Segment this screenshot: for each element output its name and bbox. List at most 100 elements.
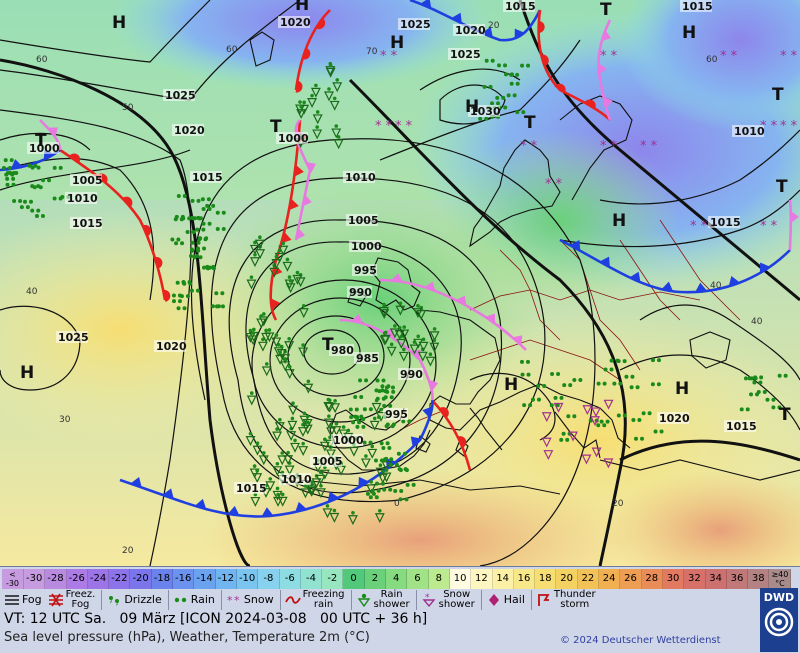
warm-front-semicircle [69, 153, 81, 163]
pressure-label: 985 [356, 352, 379, 365]
scale-cell: 30 [662, 569, 685, 589]
rain-shower-symbol [393, 324, 397, 328]
rain-shower-symbol [379, 407, 383, 412]
rain-symbol [616, 413, 621, 418]
scale-cell: -2 [322, 569, 344, 589]
rain-symbol [187, 216, 192, 221]
rain-symbol [195, 288, 200, 293]
snow-symbol: * * [380, 49, 398, 64]
rain-symbol [30, 208, 35, 213]
rain-symbol [206, 197, 211, 202]
snow-symbol: * * [600, 139, 618, 154]
rain-symbol [34, 214, 39, 219]
rain-symbol [179, 294, 184, 299]
rain-symbol [202, 246, 207, 251]
rain-symbol [588, 418, 593, 423]
drizzle-icon [109, 596, 120, 606]
rain-shower-symbol [293, 438, 297, 443]
temperature-label: 20 [122, 546, 134, 556]
pressure-label: 1000 [278, 132, 309, 145]
rain-symbol [201, 221, 206, 226]
rain-shower-symbol [287, 364, 292, 369]
snow-symbol: * * [780, 119, 798, 134]
rain-shower-symbol [272, 431, 283, 442]
temperature-labels: 60 60 50 70 60 40 30 20 40 20 0 20 40 [26, 21, 763, 556]
rain-symbol [36, 165, 41, 170]
scale-cell: 38 [748, 569, 770, 589]
low-pressure-center: T [35, 131, 47, 151]
rain-shower-symbol [246, 279, 257, 290]
rain-shower-symbol [284, 369, 295, 380]
rain-shower-symbol [261, 332, 272, 343]
rain-shower-symbol [418, 341, 429, 352]
scale-cell: 18 [535, 569, 557, 589]
rain-shower-symbol [277, 248, 282, 253]
rain-shower-symbol [306, 379, 311, 384]
rain-shower-symbol [333, 139, 344, 150]
cold-front-triangle [162, 488, 174, 499]
rain-symbol [525, 359, 530, 364]
legend-rain-shower: Rain shower [350, 590, 410, 610]
snow-shower-icon: * [422, 593, 436, 607]
rain-symbol [783, 373, 788, 378]
rain-symbol [605, 419, 610, 424]
rain-symbol [58, 165, 63, 170]
rain-shower-symbol [261, 451, 266, 455]
legend-rain: Rain [167, 590, 215, 610]
rain-shower-symbol [379, 335, 390, 346]
rain-symbol [374, 481, 379, 486]
rain-symbol [201, 206, 206, 211]
occlusion-east [379, 278, 527, 351]
rain-symbol [1, 165, 6, 170]
rain-symbol [379, 458, 384, 463]
rain-symbol [656, 382, 661, 387]
scale-cell: -14 [194, 569, 216, 589]
rain-symbol [380, 481, 385, 486]
cold-front-triangle [327, 491, 339, 503]
pressure-label: 1025 [165, 89, 196, 102]
rain-shower-symbol [379, 306, 389, 317]
rain-symbol [739, 407, 744, 412]
pressure-label-bg [234, 482, 266, 494]
rain-symbol [176, 194, 181, 199]
rain-symbol [387, 446, 392, 451]
pressure-label: 1025 [450, 48, 481, 61]
rain-symbol [171, 293, 176, 298]
rain-symbol [174, 241, 179, 246]
low-pressure-center: T [322, 335, 334, 355]
rain-symbol [220, 291, 225, 296]
rain-shower-symbol [369, 480, 373, 484]
rain-symbol [190, 198, 195, 203]
scale-cell: -16 [173, 569, 195, 589]
rain-symbol [641, 411, 646, 416]
rain-shower-symbol [287, 420, 298, 431]
rain-shower-symbol [276, 492, 280, 497]
rain-symbol [385, 441, 390, 446]
rain-shower-symbol [258, 235, 262, 240]
rain-symbol [509, 72, 514, 77]
rain-shower-symbol [336, 135, 341, 139]
thunderstorm-icon [537, 594, 550, 606]
pressure-label-bg [310, 455, 342, 467]
rain-shower-symbol [347, 515, 358, 526]
rain-symbol [388, 403, 393, 408]
rain-symbol [616, 359, 621, 364]
rain-symbol [175, 280, 180, 285]
rain-shower-symbol [332, 96, 337, 101]
rain-symbol [359, 394, 364, 399]
legend-panel: < -30 -30 -28 -26 -24 -22 -20 -18 -16 -14 -12 -10 -8… [0, 566, 800, 653]
rain-symbol [180, 241, 185, 246]
snow-symbol: * * [640, 139, 658, 154]
valid-time: VT: 12 UTC Sa. 09 März [ICON 2024-03-08 … [4, 611, 428, 627]
rain-symbol [501, 95, 506, 100]
snow-symbol: * * [520, 139, 538, 154]
pressure-label: 1005 [348, 214, 379, 227]
rain-symbol [11, 182, 16, 187]
rain-shower-symbol [379, 309, 390, 320]
rain-shower-symbol [319, 483, 323, 488]
pressure-label: 1020 [174, 124, 205, 137]
rain-shower-symbol [248, 328, 253, 333]
pressure-label: 1015 [682, 0, 713, 13]
rain-shower-symbol [305, 414, 310, 419]
rain-symbol [215, 226, 220, 231]
